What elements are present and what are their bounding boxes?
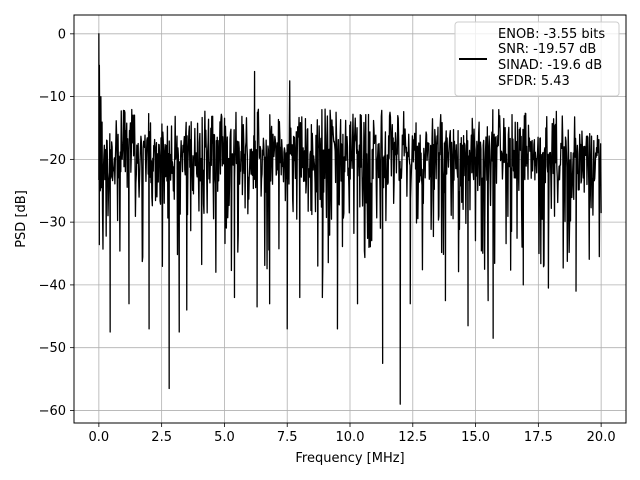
y-tick-label: −40 (39, 278, 66, 293)
x-tick-label: 15.0 (461, 430, 490, 445)
y-tick-label: −10 (39, 90, 66, 105)
legend-sfdr: SFDR: 5.43 (498, 74, 570, 89)
series-line (98, 33, 602, 405)
x-tick-label: 20.0 (587, 430, 616, 445)
x-axis-ticks: 0.0 2.5 5.0 7.5 10.0 12.5 15.0 17.5 20.0 (89, 423, 616, 445)
x-tick-label: 5.0 (214, 430, 235, 445)
x-tick-label: 12.5 (398, 430, 427, 445)
legend-snr: SNR: -19.57 dB (498, 42, 596, 57)
legend-box (454, 21, 620, 97)
x-tick-label: 7.5 (277, 430, 298, 445)
y-tick-label: 0 (58, 27, 66, 42)
legend: ENOB: -3.55 bits SNR: -19.57 dB SINAD: -… (454, 21, 620, 97)
legend-enob: ENOB: -3.55 bits (498, 27, 605, 42)
legend-sinad: SINAD: -19.6 dB (498, 58, 602, 73)
y-axis-ticks: 0 −10 −20 −30 −40 −50 −60 (39, 27, 74, 419)
x-axis-label: Frequency [MHz] (295, 451, 404, 466)
y-tick-label: −50 (39, 341, 66, 356)
y-tick-label: −30 (39, 216, 66, 231)
y-tick-label: −60 (39, 404, 66, 419)
y-axis-label: PSD [dB] (14, 190, 29, 248)
x-tick-label: 2.5 (151, 430, 172, 445)
x-tick-label: 10.0 (336, 430, 365, 445)
y-tick-label: −20 (39, 153, 66, 168)
psd-series-line (98, 33, 602, 405)
x-tick-label: 17.5 (524, 430, 553, 445)
x-tick-label: 0.0 (89, 430, 110, 445)
